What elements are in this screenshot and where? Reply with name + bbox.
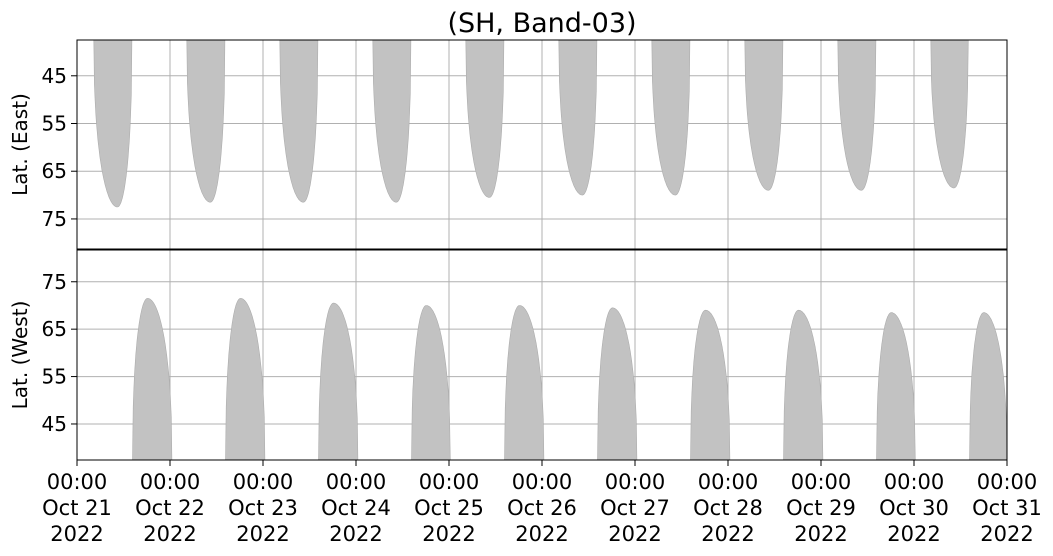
coverage-region — [279, 40, 319, 203]
coverage-region — [318, 302, 359, 460]
coverage-region — [930, 40, 969, 189]
plot-frame — [76, 39, 1008, 250]
x-tick-label: 00:00 Oct 27 2022 — [600, 470, 670, 546]
x-tick-label: 00:00 Oct 23 2022 — [228, 470, 298, 546]
y-tick-label: 75 — [42, 207, 67, 231]
coverage-region — [558, 40, 598, 196]
x-tick-label: 00:00 Oct 22 2022 — [135, 470, 205, 546]
y-tick-label: 55 — [42, 365, 67, 389]
coverage-region — [372, 40, 412, 203]
x-tick-label: 00:00 Oct 30 2022 — [879, 470, 949, 546]
coverage-region — [225, 298, 266, 460]
y-axis-label: Lat. (West) — [8, 301, 32, 410]
coverage-region — [411, 305, 451, 460]
coverage-region — [132, 298, 173, 460]
coverage-region — [876, 312, 916, 460]
x-tick-label: 00:00 Oct 28 2022 — [693, 470, 763, 546]
y-axis-label: Lat. (East) — [8, 93, 32, 196]
coverage-region — [783, 309, 824, 460]
coverage-region — [93, 40, 133, 208]
x-tick-label: 00:00 Oct 29 2022 — [786, 470, 856, 546]
x-tick-label: 00:00 Oct 31 2022 — [972, 470, 1042, 546]
y-tick-label: 45 — [42, 64, 67, 88]
coverage-region — [465, 40, 505, 198]
x-tick-label: 00:00 Oct 25 2022 — [414, 470, 484, 546]
x-tick-label: 00:00 Oct 24 2022 — [321, 470, 391, 546]
y-tick-label: 65 — [42, 159, 67, 183]
y-tick-label: 55 — [42, 112, 67, 136]
x-tick-label: 00:00 Oct 26 2022 — [507, 470, 577, 546]
coverage-region — [837, 40, 877, 191]
coverage-region — [744, 40, 784, 191]
y-tick-label: 65 — [42, 317, 67, 341]
coverage-region — [969, 312, 1007, 460]
coverage-region — [651, 40, 691, 196]
y-tick-label: 45 — [42, 412, 67, 436]
y-tick-label: 75 — [42, 270, 67, 294]
coverage-region — [690, 309, 731, 460]
coverage-region — [504, 305, 545, 460]
chart-title: (SH, Band-03) — [447, 8, 636, 39]
coverage-region — [186, 40, 226, 203]
x-tick-label: 00:00 Oct 21 2022 — [42, 470, 112, 546]
coverage-region — [597, 307, 638, 460]
